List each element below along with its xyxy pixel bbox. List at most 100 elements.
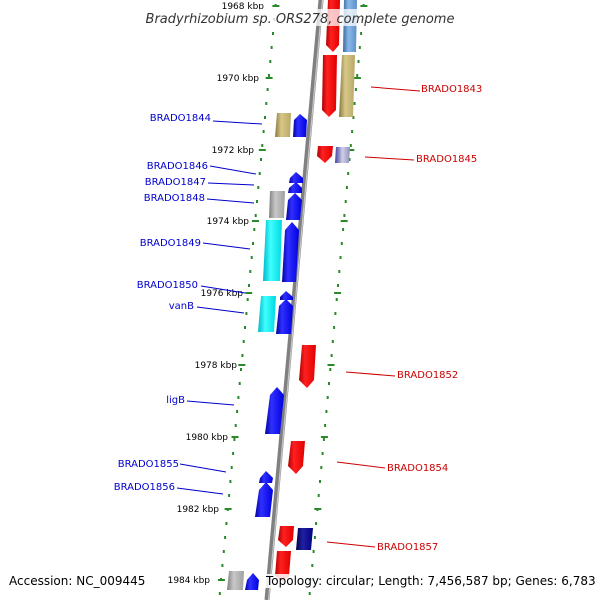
ruler-label: 1974 kbp: [207, 217, 250, 227]
minor-tick: [331, 340, 334, 343]
minor-tick: [224, 536, 227, 539]
minor-tick: [343, 214, 346, 217]
minor-tick: [225, 522, 228, 525]
gene-label[interactable]: vanB: [169, 301, 194, 312]
ruler-label: 1972 kbp: [212, 146, 255, 156]
minor-tick: [238, 382, 241, 385]
major-tick: [314, 508, 322, 510]
gene-feature-khaki: [339, 55, 355, 117]
minor-tick: [334, 312, 337, 315]
minor-tick: [348, 158, 351, 161]
gene-feature-cyan: [263, 220, 282, 281]
minor-tick: [321, 452, 324, 455]
gene-feature-forward: [259, 471, 273, 483]
minor-tick: [347, 172, 350, 175]
minor-tick: [337, 284, 339, 287]
ruler-label: 1978 kbp: [195, 361, 238, 371]
minor-tick: [335, 298, 338, 301]
ruler-label: 1976 kbp: [201, 289, 244, 299]
major-tick: [217, 579, 225, 581]
gene-feature-forward: [276, 299, 293, 334]
gene-label[interactable]: ligB: [166, 395, 185, 406]
minor-tick: [322, 438, 325, 441]
minor-tick: [265, 102, 268, 105]
minor-tick: [261, 144, 264, 147]
minor-tick: [308, 592, 311, 595]
gene-label[interactable]: BRADO1843: [421, 84, 482, 95]
minor-tick: [264, 116, 266, 119]
gene-feature-forward: [289, 172, 303, 183]
minor-tick: [338, 270, 341, 273]
minor-tick: [222, 550, 225, 553]
minor-tick: [357, 60, 360, 63]
minor-tick: [242, 340, 245, 343]
gene-feature-reverse: [322, 55, 337, 117]
minor-tick: [237, 396, 240, 399]
minor-tick: [360, 32, 363, 35]
gene-label[interactable]: BRADO1852: [397, 370, 458, 381]
gene-feature-reverse: [288, 441, 305, 474]
gene-label[interactable]: BRADO1856: [114, 482, 175, 493]
gene-label[interactable]: BRADO1847: [145, 177, 206, 188]
minor-tick: [352, 116, 355, 119]
minor-tick: [351, 130, 354, 133]
minor-tick: [319, 480, 321, 483]
gene-label[interactable]: BRADO1855: [118, 459, 179, 470]
major-tick: [360, 5, 368, 7]
gene-feature-reverse: [299, 345, 316, 388]
ruler: 1968 kbp 1970 kbp 1972 kbp 1974 kbp 1976 kbp…: [168, 2, 368, 586]
ruler-label: 1970 kbp: [217, 74, 260, 84]
ruler-label: 1980 kbp: [186, 433, 229, 443]
minor-tick: [234, 424, 237, 427]
minor-tick: [252, 242, 254, 245]
minor-tick: [262, 130, 265, 133]
minor-tick: [354, 88, 357, 91]
gene-label[interactable]: BRADO1845: [416, 154, 477, 165]
minor-tick: [268, 74, 270, 77]
gene-label[interactable]: BRADO1850: [137, 280, 198, 291]
gene-label[interactable]: BRADO1854: [387, 463, 448, 474]
major-tick: [340, 220, 348, 222]
major-tick: [320, 436, 328, 438]
gene-feature-grey: [227, 571, 244, 590]
minor-tick: [266, 88, 269, 91]
minor-tick: [326, 396, 329, 399]
major-tick: [252, 220, 259, 222]
major-tick: [224, 508, 232, 510]
gene-feature-forward: [280, 291, 293, 300]
major-tick: [258, 149, 266, 151]
ruler-label: 1982 kbp: [177, 505, 220, 515]
minor-tick: [313, 536, 316, 539]
minor-tick: [324, 424, 327, 427]
gene-label[interactable]: BRADO1848: [144, 193, 205, 204]
minor-tick: [358, 46, 361, 49]
minor-tick: [236, 410, 239, 413]
genome-backbone: [264, 0, 324, 600]
major-tick: [272, 5, 280, 7]
gene-feature-reverse: [278, 526, 294, 547]
minor-tick: [241, 354, 244, 357]
ruler-label: 1968 kbp: [222, 2, 265, 12]
minor-tick: [345, 186, 348, 189]
minor-tick: [232, 452, 235, 455]
minor-tick: [317, 494, 320, 497]
minor-tick: [246, 298, 249, 301]
gene-label[interactable]: BRADO1846: [147, 161, 208, 172]
minor-tick: [349, 144, 352, 147]
minor-tick: [340, 242, 343, 245]
major-tick: [327, 364, 335, 366]
major-tick: [265, 77, 273, 79]
gene-feature-forward: [282, 222, 299, 282]
gene-feature-forward: [293, 114, 307, 137]
gene-feature-forward: [245, 573, 259, 590]
gene-feature-forward: [255, 482, 273, 517]
left-gene-labels: BRADO1844 BRADO1846 BRADO1847 BRADO1848 BRAD…: [114, 113, 211, 493]
minor-tick: [328, 382, 330, 385]
gene-label[interactable]: BRADO1844: [150, 113, 211, 124]
minor-tick: [228, 494, 231, 497]
gene-label[interactable]: BRADO1849: [140, 238, 201, 249]
gene-label[interactable]: BRADO1857: [377, 542, 438, 553]
minor-tick: [339, 256, 342, 259]
minor-tick: [329, 368, 332, 371]
minor-tick: [311, 564, 314, 567]
